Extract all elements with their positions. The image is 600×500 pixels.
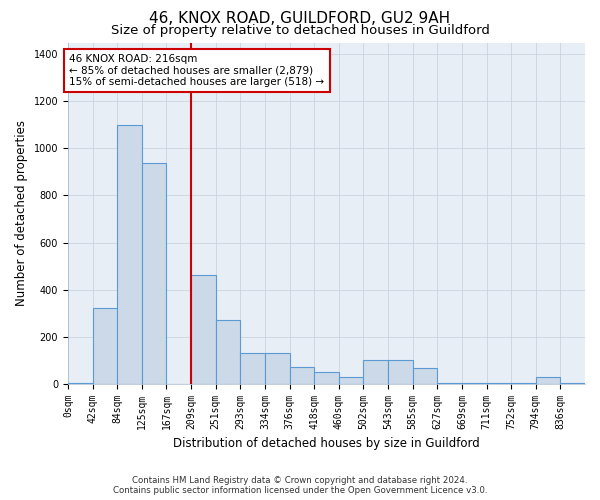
Bar [68,383,92,384]
Bar [388,360,413,384]
Bar [487,382,511,384]
Bar [364,360,388,384]
Bar [142,162,166,384]
Bar [560,382,585,384]
Bar [511,382,536,384]
X-axis label: Distribution of detached houses by size in Guildford: Distribution of detached houses by size … [173,437,480,450]
Text: Size of property relative to detached houses in Guildford: Size of property relative to detached ho… [110,24,490,37]
Bar [290,367,314,384]
Bar [437,382,462,384]
Text: Contains HM Land Registry data © Crown copyright and database right 2024.
Contai: Contains HM Land Registry data © Crown c… [113,476,487,495]
Bar [117,125,142,384]
Bar [191,276,215,384]
Bar [413,368,437,384]
Y-axis label: Number of detached properties: Number of detached properties [15,120,28,306]
Text: 46 KNOX ROAD: 216sqm
← 85% of detached houses are smaller (2,879)
15% of semi-de: 46 KNOX ROAD: 216sqm ← 85% of detached h… [70,54,325,87]
Bar [265,353,290,384]
Bar [314,372,339,384]
Bar [462,382,487,384]
Bar [536,376,560,384]
Bar [240,353,265,384]
Text: 46, KNOX ROAD, GUILDFORD, GU2 9AH: 46, KNOX ROAD, GUILDFORD, GU2 9AH [149,11,451,26]
Bar [92,308,117,384]
Bar [339,376,364,384]
Bar [215,320,240,384]
